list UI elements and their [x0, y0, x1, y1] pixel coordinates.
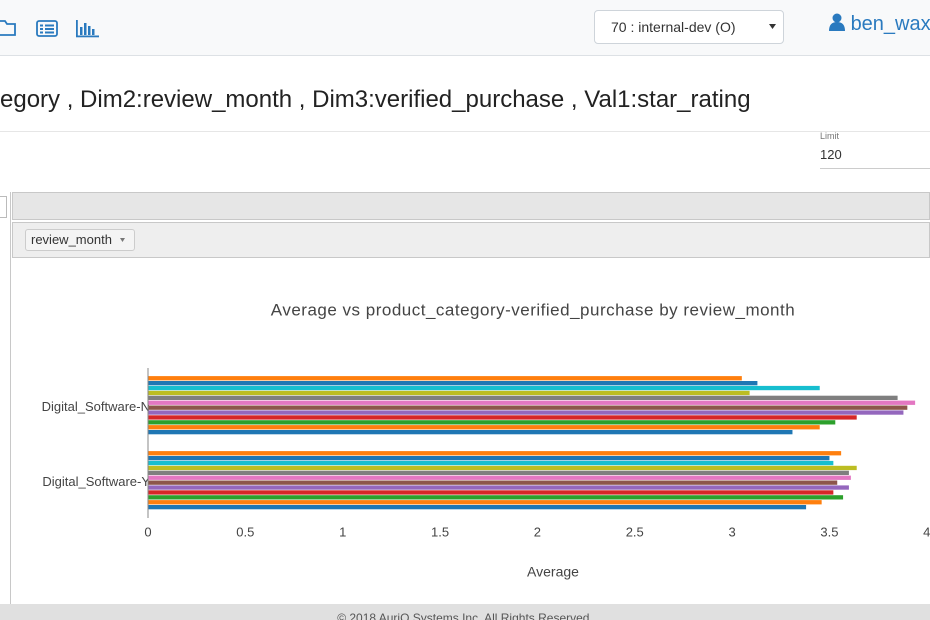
limit-label: Limit [820, 131, 840, 141]
bar [148, 460, 834, 466]
limit-input[interactable]: 120 [820, 147, 930, 169]
footer [0, 604, 930, 620]
pivot-renderer-box[interactable] [0, 196, 7, 218]
bar [148, 420, 836, 425]
divider [0, 131, 930, 132]
bar [148, 415, 857, 420]
bar [148, 385, 820, 391]
user-menu[interactable]: ben_waxer [829, 13, 930, 36]
x-tick-label: 3 [728, 524, 735, 539]
bar [148, 485, 849, 490]
bar [148, 475, 851, 480]
x-tick-label: 3.5 [820, 524, 838, 539]
bar [148, 480, 838, 485]
x-tick-label: 4 [923, 524, 930, 539]
field-arrow [119, 238, 125, 242]
x-tick-label: 1.5 [431, 524, 449, 539]
bar [148, 400, 916, 405]
footer-text: © 2018 AuriQ Systems Inc. All Rights Res… [337, 611, 593, 620]
bar [148, 470, 849, 475]
x-tick-label: 0.5 [236, 524, 254, 539]
environment-select[interactable]: 70 : internal-dev (O) [594, 10, 784, 44]
x-tick-label: 2 [534, 524, 541, 539]
bar [148, 490, 834, 495]
bar [148, 505, 807, 510]
list-icon[interactable] [36, 20, 58, 37]
pivot-row-area [12, 222, 930, 258]
chart: Average vs product_category-verified_pur… [42, 300, 930, 580]
bar [148, 456, 830, 461]
bar [148, 500, 822, 505]
x-tick-label: 1 [339, 524, 346, 539]
divider [10, 192, 11, 604]
x-tick-label: 2.5 [626, 524, 644, 539]
bar [148, 376, 742, 381]
bar [148, 410, 904, 415]
nav-icons [0, 20, 99, 38]
chart-icon[interactable] [76, 20, 99, 38]
y-tick-label: Digital_Software-Y [42, 474, 150, 489]
nav-bar: 70 : internal-dev (O) ben_waxer [0, 0, 930, 56]
environment-select-value: 70 : internal-dev (O) [611, 19, 736, 35]
bar [148, 405, 908, 410]
user-name: ben_waxer [850, 13, 930, 35]
folder-icon[interactable] [0, 20, 16, 36]
user-icon [829, 13, 845, 31]
pivot-field-name: review_month [31, 232, 112, 247]
page-title: egory , Dim2:review_month , Dim3:verifie… [0, 86, 751, 113]
pivot-column-area [12, 192, 930, 220]
bar [148, 465, 857, 471]
bar [148, 451, 842, 456]
bar [148, 430, 793, 435]
bar [148, 381, 758, 386]
bar [148, 495, 844, 500]
y-tick-label: Digital_Software-N [42, 399, 150, 414]
bar [148, 395, 898, 400]
select-arrow [769, 24, 776, 29]
bar [148, 425, 820, 430]
bar [148, 390, 750, 396]
x-axis-title: Average [527, 564, 579, 580]
chart-title: Average vs product_category-verified_pur… [271, 300, 795, 319]
x-tick-label: 0 [144, 524, 151, 539]
pivot-field[interactable]: review_month [25, 229, 135, 251]
